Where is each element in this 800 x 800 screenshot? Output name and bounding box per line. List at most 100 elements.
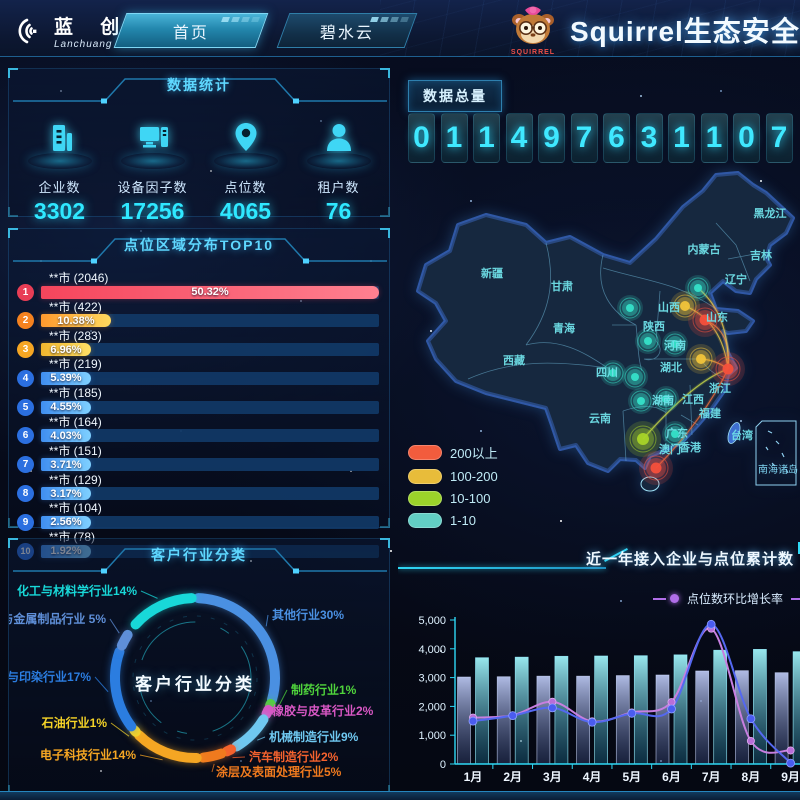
y-axis-tick-label: 3,000 xyxy=(418,673,446,685)
donut-segment xyxy=(222,744,237,757)
map-legend-item-100-200[interactable]: 100-200 xyxy=(408,469,498,484)
blue-line-marker xyxy=(706,619,716,629)
province-label-陕西: 陕西 xyxy=(643,319,665,333)
x-axis-month-label: 5月 xyxy=(622,770,641,784)
top10-row-2: **市 (422) 2 10.38% xyxy=(17,300,379,330)
blue-line-marker xyxy=(667,704,676,714)
top10-pct-label: 3.71% xyxy=(50,458,82,471)
top10-bar-track: 50.32% xyxy=(41,285,379,299)
map-legend-label: 10-100 xyxy=(450,491,491,506)
tab-首页[interactable]: 首页 xyxy=(113,13,269,48)
top10-bar-track: 5.39% xyxy=(41,371,379,385)
bar-series1 xyxy=(655,674,670,765)
top10-panel-title: 点位区域分布TOP10 xyxy=(123,237,275,253)
province-label-台湾: 台湾 xyxy=(731,428,753,442)
x-axis-month-label: 6月 xyxy=(662,770,681,784)
bar-series2 xyxy=(475,657,489,765)
top10-panel-header: 点位区域分布TOP10 xyxy=(9,229,389,265)
trend-legend: 点位数环比增长率 xyxy=(653,590,800,607)
pink-line-marker xyxy=(786,746,795,755)
map-legend-label: 200以上 xyxy=(450,446,498,461)
stats-panel: 数据统计 企业数 3302 设备因子数 17256 点位数 4065 租户数 76 xyxy=(8,68,390,224)
trend-header-corner xyxy=(798,542,800,554)
bar-series1 xyxy=(496,676,511,765)
stat-pedestal-decoration xyxy=(120,153,185,169)
top10-rank-badge: 9 xyxy=(17,513,34,531)
legend-line xyxy=(653,597,666,600)
tab-碧水云[interactable]: 碧水云 xyxy=(276,13,418,48)
china-map-svg: 南海诸岛 黑龙江吉林辽宁 内蒙古新疆甘肃青海西藏 山西陕西河南 山东湖北 四川云南 湖南江… xyxy=(416,171,798,492)
province-label-西藏: 西藏 xyxy=(503,353,525,367)
china-map: 南海诸岛 黑龙江 吉林 辽宁 内蒙古 新疆 甘肃 青海 西藏 山西 陕西 河南 山东 湖北 四川 云南 湖南江… xyxy=(398,163,800,535)
top10-bar-track: 10.38% xyxy=(41,314,379,328)
top10-row-5: **市 (185) 5 4.55% xyxy=(17,386,379,416)
top10-pct-label: 5.39% xyxy=(50,372,82,385)
map-heat-spot-red xyxy=(711,352,745,386)
y-axis-tick-label: 2,000 xyxy=(418,701,446,713)
top10-bar-track: 2.56% xyxy=(41,515,379,529)
donut-label: 纺织与印染行业17% xyxy=(9,669,91,684)
data-total-label: 数据总量 xyxy=(408,80,502,112)
mascot-squirrel: SQUIRREL xyxy=(505,4,561,56)
bar-series2 xyxy=(633,655,648,765)
top10-bar-line: 5 4.55% xyxy=(17,398,379,416)
counter-digit: 1 xyxy=(668,113,695,163)
province-label-江西: 江西 xyxy=(682,392,704,406)
map-legend-item-1-10[interactable]: 1-10 xyxy=(408,513,498,528)
province-label-湖北: 湖北 xyxy=(660,360,682,374)
map-heat-spot-yellow xyxy=(686,344,716,374)
top10-city-name: **市 (2046) xyxy=(49,271,109,285)
counter-digit: 3 xyxy=(635,113,663,163)
x-axis-month-label: 1月 xyxy=(464,770,483,784)
province-label-澳门: 澳门 xyxy=(659,442,681,456)
top10-rank-badge: 2 xyxy=(17,312,34,330)
top10-bar-track: 3.17% xyxy=(41,487,379,501)
top10-pct-label: 3.17% xyxy=(50,487,82,500)
map-heat-spot-green xyxy=(625,421,661,457)
top10-bar-line: 4 5.39% xyxy=(17,369,379,387)
bar-series1 xyxy=(695,670,710,765)
counter-digit: 7 xyxy=(765,113,793,163)
map-legend-item-200以上[interactable]: 200以上 xyxy=(408,443,498,462)
y-axis-tick-label: 4,000 xyxy=(418,644,446,656)
y-axis-tick-label: 1,000 xyxy=(418,730,446,742)
top10-bar-line: 1 50.32% xyxy=(17,283,379,301)
donut-label: 石油行业1% xyxy=(41,715,108,730)
map-heat-spot-red xyxy=(688,303,722,337)
map-legend-label: 100-200 xyxy=(450,469,498,484)
stat-企业数: 企业数 3302 xyxy=(13,113,106,225)
bar-series1 xyxy=(536,675,551,765)
trend-chart-svg: 0 1,000 2,000 3,000 4,000 5,000 1月 2月 3月 4月 5月 6月 7月… xyxy=(418,615,800,784)
donut-label: 电子科技行业14% xyxy=(40,747,136,762)
tab-label: 碧水云 xyxy=(319,24,374,42)
stats-panel-header: 数据统计 xyxy=(9,69,389,105)
donut-label: 制药行业1% xyxy=(291,682,357,697)
trend-legend-item-1[interactable]: 点位数环比增长率 xyxy=(653,590,800,607)
map-heat-spot-yellow xyxy=(670,291,700,321)
tab-deco-squares xyxy=(370,17,409,22)
top10-city-name: **市 (151) xyxy=(49,443,102,458)
mascot-label: SQUIRREL xyxy=(510,49,556,56)
x-axis-month-label: 7月 xyxy=(702,770,721,784)
stat-设备因子数: 设备因子数 17256 xyxy=(106,113,199,225)
map-legend-item-10-100[interactable]: 10-100 xyxy=(408,491,498,506)
stat-租户数: 租户数 76 xyxy=(292,113,385,225)
top10-city-name: **市 (164) xyxy=(49,414,102,429)
donut-center-label: 客户行业分类 xyxy=(135,675,255,694)
counter-digit: 1 xyxy=(473,113,500,163)
top10-bar-fill: 5.39% xyxy=(41,371,91,385)
trend-panel: 近一年接入企业与点位累计数 点位数环比增长率 0 1,000 2,000 3,000 4… xyxy=(398,540,800,795)
blue-line-marker xyxy=(627,708,637,718)
top10-bar-fill: 10.38% xyxy=(41,314,111,328)
top10-city-name: **市 (219) xyxy=(49,357,102,372)
blue-line-marker xyxy=(547,703,557,713)
top10-row-9: **市 (104) 9 2.56% xyxy=(17,501,379,531)
blue-line-marker xyxy=(746,714,756,724)
map-heat-spot-teal xyxy=(628,388,654,414)
map-legend-label: 1-10 xyxy=(450,513,477,528)
stat-value: 4065 xyxy=(219,198,272,224)
blue-line-marker xyxy=(468,716,478,726)
top10-bar-line: 8 3.17% xyxy=(17,485,379,503)
trend-panel-title: 近一年接入企业与点位累计数 xyxy=(585,551,794,568)
